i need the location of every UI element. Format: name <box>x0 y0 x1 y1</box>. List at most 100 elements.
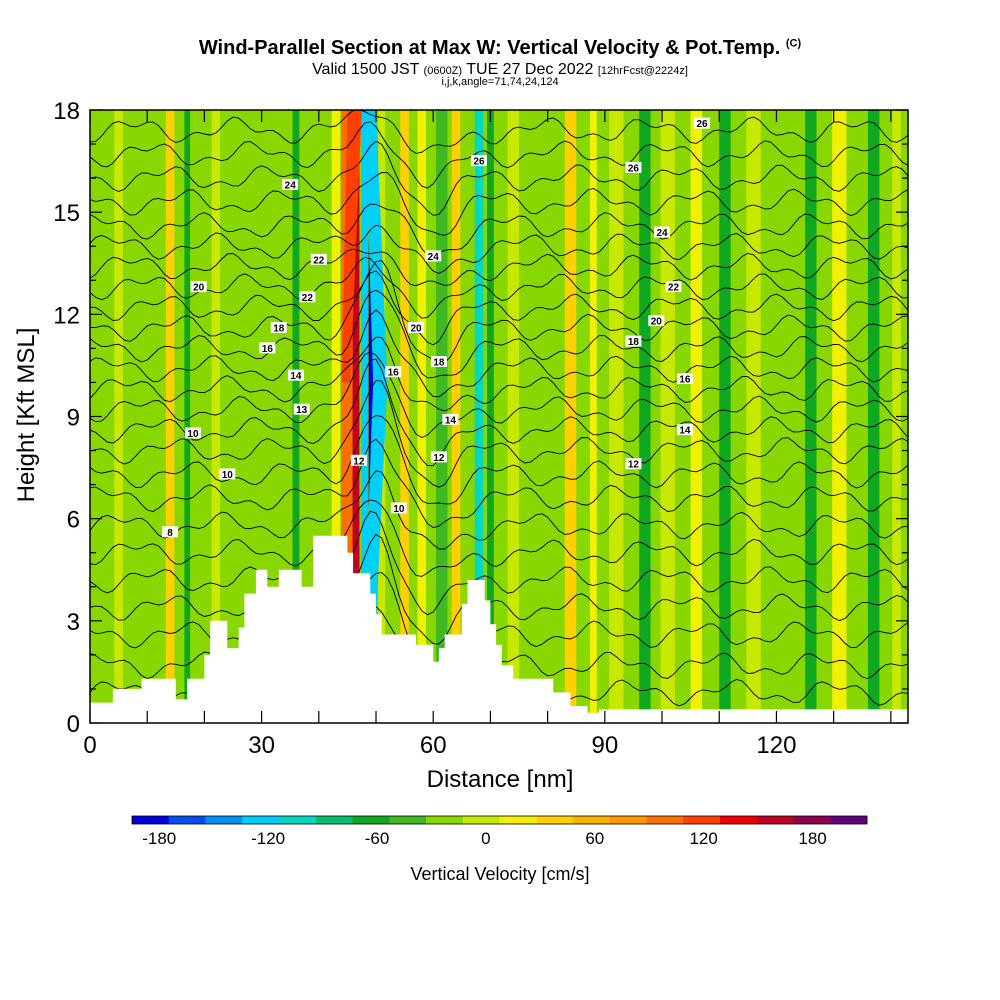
downdraft-core <box>364 110 388 621</box>
contour-label: 26 <box>628 163 640 174</box>
contour-label: 12 <box>433 453 445 464</box>
colorbar-swatch <box>720 816 758 824</box>
contour-label-box <box>219 468 236 480</box>
velocity-band <box>361 110 369 723</box>
contour-label-box <box>310 253 327 265</box>
theta-contour <box>90 533 908 645</box>
colorbar-tick-label: -180 <box>142 829 176 848</box>
valid-date: TUE 27 Dec 2022 <box>466 61 594 78</box>
contour-label-box <box>442 413 459 425</box>
velocity-band <box>776 110 788 723</box>
contour-label: 8 <box>167 528 173 539</box>
section-params: i,j,k,angle=71,74,24,124 <box>441 76 559 88</box>
x-tick-label: 0 <box>83 732 96 759</box>
velocity-band <box>639 110 651 723</box>
chart-subtitle: Valid 1500 JST (0600Z) TUE 27 Dec 2022 [… <box>0 61 1000 79</box>
velocity-band <box>417 110 427 723</box>
x-tick-label: 90 <box>591 732 618 759</box>
velocity-band <box>352 110 360 723</box>
contour-label: 16 <box>679 375 691 386</box>
theta-contour <box>90 260 908 364</box>
velocity-band <box>184 110 191 723</box>
y-tick-label: 18 <box>53 98 80 125</box>
contour-label-box <box>259 342 276 354</box>
contour-label: 20 <box>651 317 663 328</box>
colorbar-swatch <box>536 816 574 824</box>
velocity-band <box>690 110 703 723</box>
velocity-band <box>400 110 409 723</box>
velocity-band <box>474 110 484 723</box>
contour-label-box <box>430 451 447 463</box>
colorbar-swatch <box>830 816 868 824</box>
contour-label: 16 <box>262 344 274 355</box>
contour-label-box <box>282 178 299 190</box>
theta-contour <box>90 224 908 274</box>
theta-contour <box>90 415 908 505</box>
valid-time: Valid 1500 JST <box>312 61 420 78</box>
velocity-band <box>719 110 731 723</box>
velocity-band <box>660 110 675 723</box>
contour-label: 14 <box>679 426 691 437</box>
velocity-band <box>368 110 375 723</box>
velocity-band <box>805 110 817 723</box>
x-tick-label: 120 <box>756 732 796 759</box>
contour-label: 22 <box>668 283 680 294</box>
velocity-band <box>746 110 761 723</box>
colorbar-tick-label: -120 <box>251 829 285 848</box>
contour-label-box <box>390 502 407 514</box>
valid-utc: (0600Z) <box>423 65 463 77</box>
colorbar-swatch <box>352 816 390 824</box>
contour-label: 26 <box>473 157 485 168</box>
velocity-band <box>262 110 273 723</box>
contour-label: 10 <box>187 429 199 440</box>
colorbar-swatch <box>315 816 353 824</box>
velocity-band <box>143 110 151 723</box>
y-tick-label: 9 <box>67 405 80 432</box>
chart-title: Wind-Parallel Section at Max W: Vertical… <box>0 37 1000 60</box>
contour-label-box <box>676 424 693 436</box>
colorbar-label: Vertical Velocity [cm/s] <box>410 864 590 884</box>
y-tick-label: 15 <box>53 200 80 227</box>
velocity-band <box>486 110 494 723</box>
contour-label-box <box>184 427 201 439</box>
y-tick-label: 3 <box>67 609 80 636</box>
x-axis-label: Distance [nm] <box>426 766 574 793</box>
y-tick-label: 6 <box>67 507 80 534</box>
theta-contour <box>90 140 908 216</box>
contour-label: 20 <box>410 323 422 334</box>
velocity-band <box>211 110 221 723</box>
velocity-band <box>832 110 847 723</box>
theta-contour <box>90 270 908 346</box>
contour-label: 24 <box>285 180 297 191</box>
title-unit: (C) <box>785 37 802 50</box>
contour-label: 22 <box>313 255 325 266</box>
contour-label: 24 <box>656 228 668 239</box>
theta-contour <box>90 248 908 287</box>
theta-contour <box>90 470 908 550</box>
contour-label-box <box>625 458 642 470</box>
theta-contour <box>90 203 908 257</box>
colorbar-swatch <box>756 816 794 824</box>
terrain-mask <box>90 535 908 723</box>
contour-label: 13 <box>296 405 308 416</box>
velocity-band <box>541 110 554 723</box>
contour-label-box <box>350 454 367 466</box>
colorbar-tick-label: -60 <box>365 829 390 848</box>
contour-label-box <box>648 315 665 327</box>
colorbar-swatch <box>168 816 206 824</box>
updraft-core <box>341 110 362 383</box>
y-tick-label: 12 <box>53 302 80 329</box>
contour-label: 18 <box>628 337 640 348</box>
velocity-band <box>589 110 597 723</box>
y-tick-label: 0 <box>67 711 80 738</box>
contour-label: 10 <box>393 504 405 515</box>
colorbar-swatch <box>683 816 721 824</box>
colorbar-frame <box>131 815 868 825</box>
colorbar-swatch <box>793 816 831 824</box>
colorbar-swatch <box>389 816 427 824</box>
theta-contour <box>90 121 908 189</box>
forecast-info: [12hrFcst@2224z] <box>597 65 688 77</box>
velocity-band <box>165 110 175 723</box>
contour-label-box <box>287 369 304 381</box>
